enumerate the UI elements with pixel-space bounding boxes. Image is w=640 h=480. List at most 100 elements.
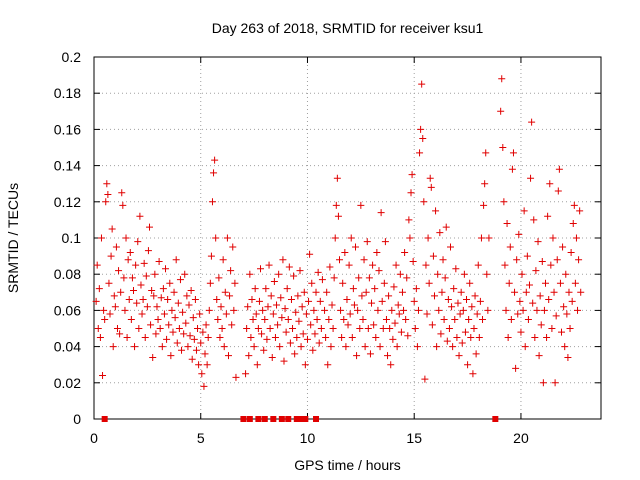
- data-point: [540, 306, 548, 314]
- data-point: [550, 288, 558, 296]
- data-point: [412, 285, 420, 293]
- data-point: [96, 334, 104, 342]
- data-point: [197, 339, 205, 347]
- data-point: [190, 335, 198, 343]
- data-point: [214, 315, 222, 323]
- data-point: [254, 325, 262, 332]
- data-point: [356, 325, 364, 332]
- data-point: [401, 248, 409, 256]
- data-point: [484, 306, 492, 314]
- data-point: [564, 353, 572, 361]
- data-point: [100, 306, 108, 314]
- data-point: [574, 306, 582, 314]
- data-point: [222, 310, 230, 318]
- data-point: [562, 270, 570, 278]
- data-point: [410, 297, 418, 305]
- data-point: [287, 296, 295, 304]
- data-point: [530, 216, 538, 224]
- data-point: [204, 334, 212, 342]
- data-point: [400, 306, 408, 314]
- data-point: [353, 352, 361, 360]
- data-point: [172, 256, 180, 264]
- data-point: [380, 279, 388, 287]
- data-point: [437, 330, 445, 338]
- data-point: [95, 285, 103, 293]
- data-point: [368, 299, 376, 307]
- data-point: [532, 267, 540, 275]
- data-point: [264, 303, 272, 311]
- data-point: [354, 306, 362, 314]
- chart-title: Day 263 of 2018, SRMTID for receiver ksu…: [212, 20, 484, 36]
- data-point: [169, 328, 177, 336]
- data-point: [243, 325, 251, 332]
- y-tick-label: 0.18: [54, 85, 81, 101]
- data-point: [531, 334, 539, 342]
- data-point: [97, 234, 105, 242]
- data-point: [515, 230, 523, 238]
- data-point: [265, 261, 273, 269]
- gap-marker: [302, 416, 309, 422]
- data-point: [194, 325, 202, 332]
- data-point: [255, 297, 263, 305]
- data-point: [459, 306, 467, 314]
- data-point: [511, 288, 519, 296]
- data-point: [554, 187, 562, 195]
- data-point: [341, 248, 349, 256]
- data-point: [390, 283, 398, 291]
- data-point: [456, 310, 464, 318]
- data-point: [474, 261, 482, 269]
- data-point: [482, 149, 490, 157]
- data-point: [290, 272, 298, 280]
- data-point: [397, 328, 405, 336]
- data-point: [210, 169, 218, 177]
- data-point: [349, 285, 357, 293]
- data-point: [211, 156, 219, 164]
- data-point: [364, 325, 372, 332]
- data-point: [402, 315, 410, 323]
- data-point: [143, 303, 151, 311]
- data-point: [245, 352, 253, 360]
- data-point: [285, 263, 293, 271]
- data-point: [271, 334, 279, 342]
- data-point: [499, 144, 507, 151]
- data-point: [140, 259, 148, 267]
- gap-marker: [246, 416, 253, 422]
- data-point: [460, 270, 468, 278]
- data-point: [224, 352, 232, 360]
- data-point: [469, 370, 477, 378]
- data-point: [517, 328, 525, 336]
- data-point: [170, 288, 178, 296]
- data-point: [345, 261, 353, 269]
- data-point: [476, 297, 484, 305]
- data-point: [326, 263, 334, 271]
- gap-marker: [278, 416, 285, 422]
- data-point: [422, 261, 430, 269]
- data-point: [166, 279, 174, 287]
- data-point: [103, 180, 111, 188]
- data-point: [187, 286, 195, 294]
- data-point: [414, 306, 422, 314]
- data-point: [428, 321, 436, 329]
- data-point: [424, 234, 432, 242]
- gap-marker: [313, 416, 320, 422]
- data-point: [302, 310, 310, 318]
- data-point: [323, 288, 331, 296]
- data-point: [188, 355, 196, 363]
- data-point: [382, 315, 390, 323]
- y-tick-label: 0.12: [54, 194, 81, 210]
- data-point: [420, 198, 428, 206]
- x-tick-label: 20: [513, 430, 529, 446]
- data-point: [552, 312, 560, 320]
- data-point: [350, 301, 358, 309]
- data-point: [280, 357, 288, 365]
- data-point: [465, 315, 473, 323]
- y-tick-label: 0.06: [54, 302, 81, 318]
- data-point: [330, 274, 338, 282]
- data-point: [342, 343, 350, 351]
- data-point: [430, 292, 438, 300]
- data-point: [294, 292, 302, 300]
- data-point: [413, 343, 421, 351]
- data-point: [560, 303, 568, 311]
- data-point: [407, 189, 415, 197]
- data-point: [186, 332, 194, 340]
